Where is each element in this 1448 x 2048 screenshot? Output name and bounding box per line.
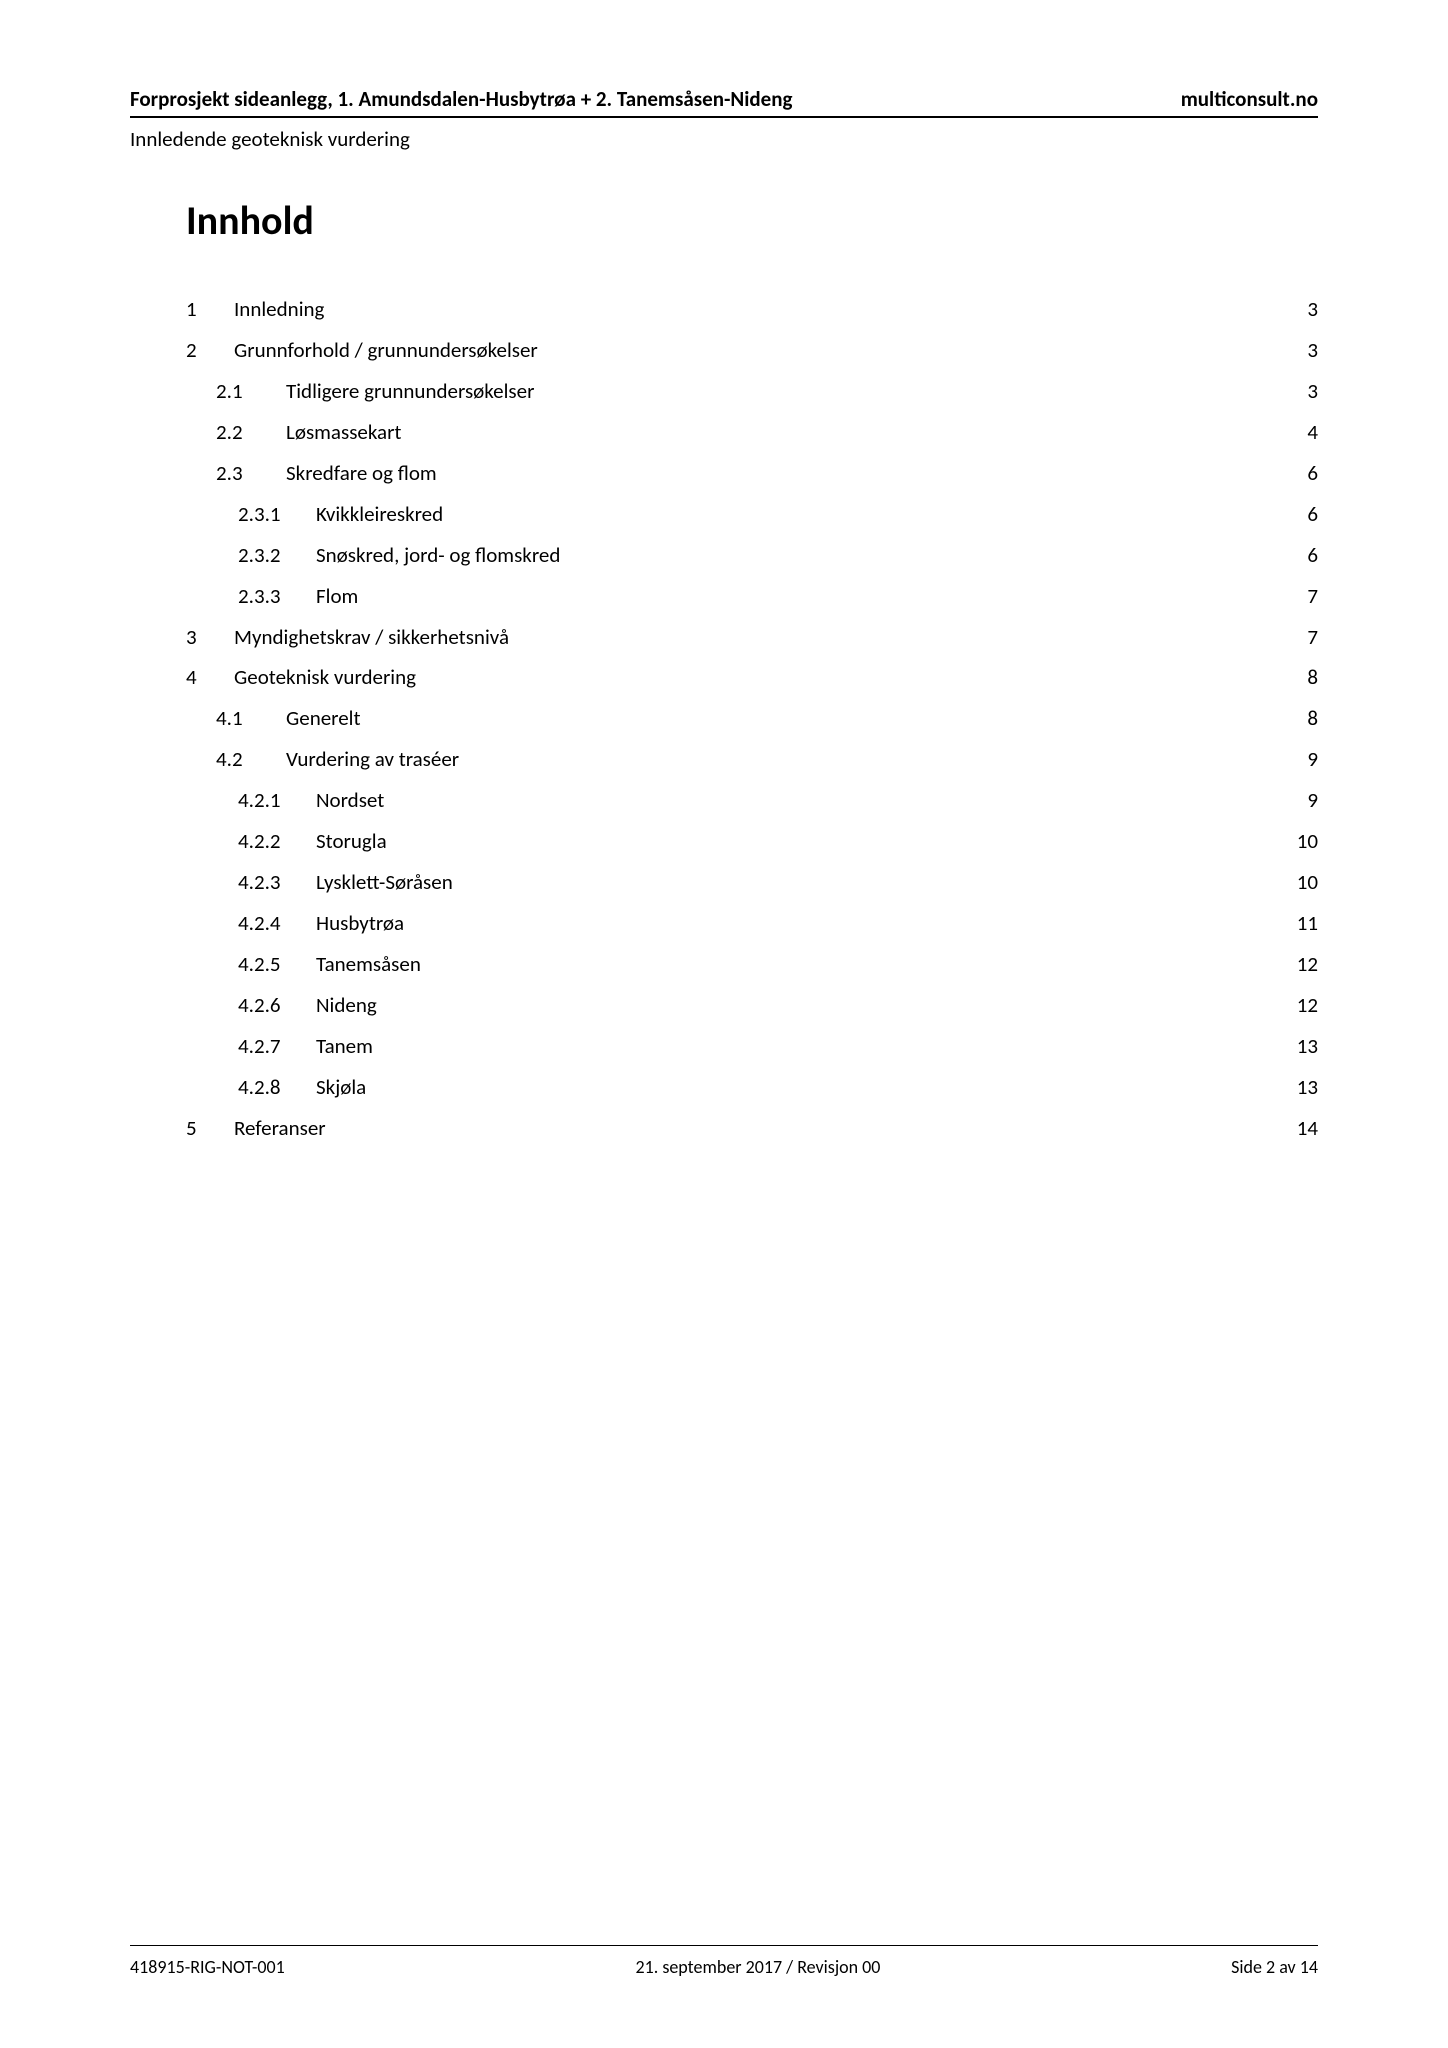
toc-entry-page: 12 bbox=[1295, 985, 1318, 1026]
toc-entry: 2.2Løsmassekart 4 bbox=[186, 412, 1318, 453]
toc-entry-label: Innledning bbox=[234, 289, 324, 330]
toc-entry: 2.3Skredfare og flom 6 bbox=[186, 453, 1318, 494]
toc-entry: 4.2.3Lysklett-Søråsen 10 bbox=[186, 862, 1318, 903]
toc-entry-page: 11 bbox=[1295, 903, 1318, 944]
toc-entry-number: 2 bbox=[186, 330, 234, 371]
toc-entry: 2.1Tidligere grunnundersøkelser 3 bbox=[186, 371, 1318, 412]
toc-entry: 4.2.6Nideng 12 bbox=[186, 985, 1318, 1026]
toc-entry: 2.3.3Flom 7 bbox=[186, 576, 1318, 617]
toc-entry: 4.2.4Husbytrøa 11 bbox=[186, 903, 1318, 944]
toc-entry-page: 10 bbox=[1295, 862, 1318, 903]
toc-entry-label: Lysklett-Søråsen bbox=[316, 862, 453, 903]
footer-right: Side 2 av 14 bbox=[1231, 1956, 1318, 1978]
header-subtitle: Innledende geoteknisk vurdering bbox=[130, 126, 1318, 152]
toc-entry-page: 8 bbox=[1305, 657, 1318, 698]
toc-entry: 4.2.1Nordset 9 bbox=[186, 780, 1318, 821]
table-of-contents: 1Innledning32Grunnforhold / grunnundersø… bbox=[186, 289, 1318, 1149]
toc-entry-page: 6 bbox=[1305, 494, 1318, 535]
toc-entry: 1Innledning 3 bbox=[186, 289, 1318, 330]
header-title-right: multiconsult.no bbox=[1181, 86, 1318, 112]
toc-entry-number: 3 bbox=[186, 617, 234, 658]
toc-entry-number: 4 bbox=[186, 657, 234, 698]
toc-entry-number: 2.1 bbox=[216, 371, 286, 412]
toc-entry-number: 2.3.1 bbox=[238, 494, 316, 535]
toc-entry: 4.2.2Storugla 10 bbox=[186, 821, 1318, 862]
toc-entry-label: Skjøla bbox=[316, 1067, 366, 1108]
toc-entry-number: 5 bbox=[186, 1108, 234, 1149]
toc-entry-label: Vurdering av traséer bbox=[286, 739, 459, 780]
toc-entry-number: 2.3.3 bbox=[238, 576, 316, 617]
toc-heading: Innhold bbox=[186, 196, 1318, 245]
toc-entry-number: 4.1 bbox=[216, 698, 286, 739]
toc-entry: 3Myndighetskrav / sikkerhetsnivå 7 bbox=[186, 617, 1318, 658]
toc-entry-page: 3 bbox=[1305, 371, 1318, 412]
toc-entry: 4.1Generelt 8 bbox=[186, 698, 1318, 739]
toc-entry-page: 3 bbox=[1305, 289, 1318, 330]
footer-divider bbox=[130, 1945, 1318, 1946]
toc-entry-page: 9 bbox=[1305, 739, 1318, 780]
toc-entry-label: Myndighetskrav / sikkerhetsnivå bbox=[234, 617, 509, 658]
toc-entry: 5Referanser 14 bbox=[186, 1108, 1318, 1149]
toc-entry-label: Kvikkleireskred bbox=[316, 494, 443, 535]
document-page: Forprosjekt sideanlegg, 1. Amundsdalen-H… bbox=[0, 0, 1448, 2048]
toc-entry-page: 9 bbox=[1305, 780, 1318, 821]
toc-entry-number: 4.2.5 bbox=[238, 944, 316, 985]
toc-entry-label: Nideng bbox=[316, 985, 377, 1026]
page-header: Forprosjekt sideanlegg, 1. Amundsdalen-H… bbox=[130, 86, 1318, 118]
toc-entry-label: Geoteknisk vurdering bbox=[234, 657, 416, 698]
toc-entry-page: 4 bbox=[1305, 412, 1318, 453]
toc-entry-label: Nordset bbox=[316, 780, 384, 821]
toc-entry: 4.2.5Tanemsåsen 12 bbox=[186, 944, 1318, 985]
toc-entry-label: Grunnforhold / grunnundersøkelser bbox=[234, 330, 538, 371]
toc-entry-number: 4.2.4 bbox=[238, 903, 316, 944]
toc-entry: 4.2Vurdering av traséer 9 bbox=[186, 739, 1318, 780]
toc-entry-label: Generelt bbox=[286, 698, 361, 739]
toc-entry-page: 7 bbox=[1305, 617, 1318, 658]
toc-entry-number: 4.2.3 bbox=[238, 862, 316, 903]
toc-entry-page: 7 bbox=[1305, 576, 1318, 617]
page-footer: 418915-RIG-NOT-001 21. september 2017 / … bbox=[130, 1945, 1318, 1978]
toc-entry-number: 2.3 bbox=[216, 453, 286, 494]
toc-entry: 2Grunnforhold / grunnundersøkelser 3 bbox=[186, 330, 1318, 371]
toc-entry-page: 3 bbox=[1305, 330, 1318, 371]
toc-entry-number: 4.2 bbox=[216, 739, 286, 780]
footer-center: 21. september 2017 / Revisjon 00 bbox=[635, 1956, 880, 1978]
toc-entry-page: 6 bbox=[1305, 535, 1318, 576]
toc-entry-page: 13 bbox=[1295, 1026, 1318, 1067]
toc-entry-label: Tanemsåsen bbox=[316, 944, 421, 985]
toc-entry-number: 1 bbox=[186, 289, 234, 330]
toc-entry-number: 4.2.6 bbox=[238, 985, 316, 1026]
toc-entry-label: Husbytrøa bbox=[316, 903, 404, 944]
footer-doc-id: 418915-RIG-NOT-001 bbox=[130, 1956, 285, 1978]
toc-entry-label: Referanser bbox=[234, 1108, 326, 1149]
toc-entry-page: 10 bbox=[1295, 821, 1318, 862]
toc-entry-label: Snøskred, jord- og flomskred bbox=[316, 535, 560, 576]
toc-entry-number: 2.3.2 bbox=[238, 535, 316, 576]
toc-entry-label: Løsmassekart bbox=[286, 412, 401, 453]
header-title-left: Forprosjekt sideanlegg, 1. Amundsdalen-H… bbox=[130, 86, 792, 112]
footer-row: 418915-RIG-NOT-001 21. september 2017 / … bbox=[130, 1956, 1318, 1978]
toc-entry: 4Geoteknisk vurdering 8 bbox=[186, 657, 1318, 698]
toc-entry-page: 8 bbox=[1305, 698, 1318, 739]
toc-entry-page: 6 bbox=[1305, 453, 1318, 494]
toc-entry-page: 14 bbox=[1295, 1108, 1318, 1149]
toc-entry-page: 12 bbox=[1295, 944, 1318, 985]
toc-entry: 4.2.7Tanem 13 bbox=[186, 1026, 1318, 1067]
toc-entry-label: Tidligere grunnundersøkelser bbox=[286, 371, 534, 412]
toc-entry: 4.2.8Skjøla 13 bbox=[186, 1067, 1318, 1108]
toc-entry: 2.3.2Snøskred, jord- og flomskred 6 bbox=[186, 535, 1318, 576]
toc-entry-number: 2.2 bbox=[216, 412, 286, 453]
toc-entry-number: 4.2.8 bbox=[238, 1067, 316, 1108]
toc-entry-label: Tanem bbox=[316, 1026, 373, 1067]
toc-entry-number: 4.2.7 bbox=[238, 1026, 316, 1067]
toc-entry-number: 4.2.1 bbox=[238, 780, 316, 821]
toc-entry-label: Skredfare og flom bbox=[286, 453, 437, 494]
toc-entry: 2.3.1Kvikkleireskred 6 bbox=[186, 494, 1318, 535]
toc-entry-page: 13 bbox=[1295, 1067, 1318, 1108]
toc-entry-number: 4.2.2 bbox=[238, 821, 316, 862]
toc-entry-label: Storugla bbox=[316, 821, 387, 862]
toc-entry-label: Flom bbox=[316, 576, 358, 617]
